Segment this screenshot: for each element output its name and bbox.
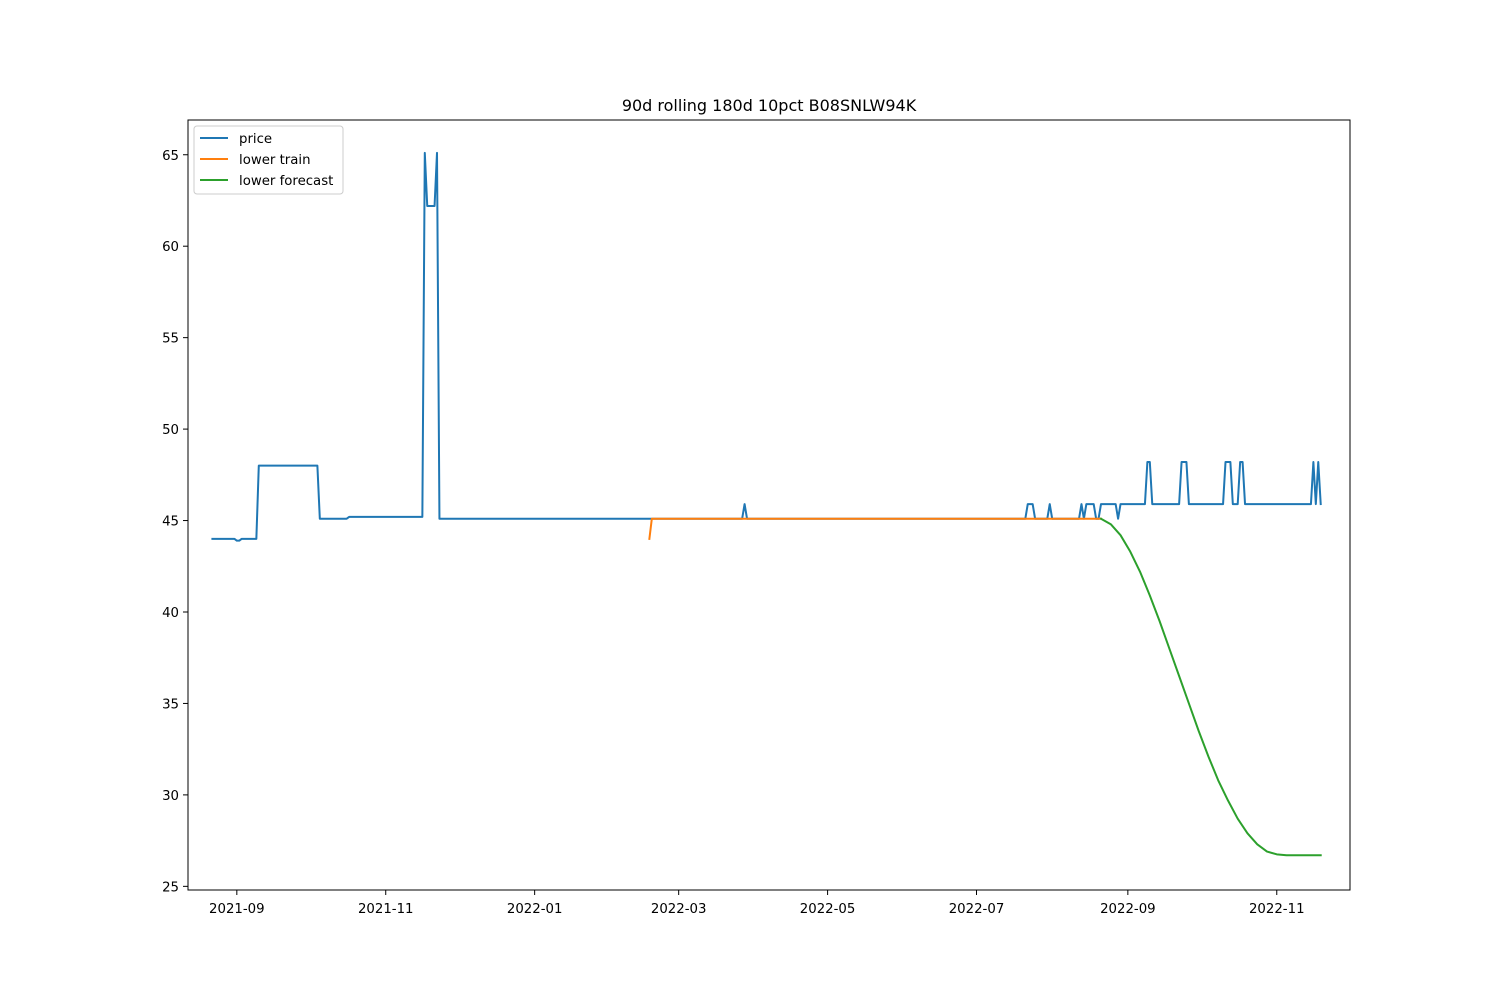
y-tick-label: 45	[162, 515, 179, 530]
y-tick-label: 40	[162, 606, 179, 621]
legend-box	[193, 125, 344, 195]
legend-label: price	[239, 132, 272, 147]
plot-area-frame	[187, 119, 1351, 891]
x-tick-label: 2022-03	[651, 902, 707, 917]
x-tick-label: 2021-09	[209, 902, 265, 917]
x-axis: 2021-09 2021-11 2022-01 2022-03 2022-05 2022-…	[209, 890, 1305, 917]
x-tick-label: 2022-11	[1249, 902, 1305, 917]
y-tick-label: 65	[162, 149, 179, 164]
x-tick-label: 2022-01	[507, 902, 563, 917]
x-tick-label: 2022-09	[1100, 902, 1156, 917]
series-layer	[211, 151, 1322, 857]
legend-label: lower train	[239, 153, 311, 168]
y-tick-label: 30	[162, 789, 179, 804]
y-tick-label: 50	[162, 423, 179, 438]
x-tick-label: 2021-11	[358, 902, 414, 917]
y-tick-label: 60	[162, 240, 179, 255]
y-tick-label: 35	[162, 697, 179, 712]
x-tick-label: 2022-07	[949, 902, 1005, 917]
chart-title: 90d rolling 180d 10pct B08SNLW94K	[622, 96, 917, 115]
x-tick-label: 2022-05	[800, 902, 856, 917]
series-line-lower-forecast	[1099, 517, 1322, 857]
y-tick-label: 55	[162, 332, 179, 347]
legend-label: lower forecast	[239, 174, 333, 189]
legend: price lower train lower forecast	[193, 125, 344, 195]
y-axis: 25 30 35 40 45 50 55 60 65	[162, 149, 188, 895]
series-line-lower-train	[648, 517, 1102, 540]
y-tick-label: 25	[162, 880, 179, 895]
